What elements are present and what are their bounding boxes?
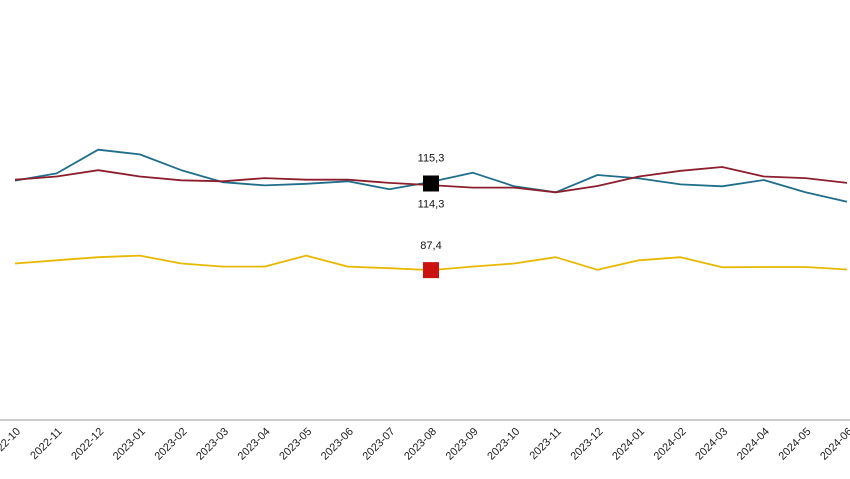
x-tick-label: 2024-04 <box>735 426 772 463</box>
x-tick-label: 2022-11 <box>28 426 64 462</box>
x-tick-label: 2023-08 <box>402 426 439 463</box>
x-tick-label: 2023-05 <box>277 426 314 463</box>
data-label-3: 87,4 <box>420 240 441 252</box>
point-marker-2 <box>423 262 439 279</box>
x-tick-label: 2023-06 <box>319 426 356 463</box>
point-markers <box>423 175 439 279</box>
data-labels: 115,3 114,3 87,4 <box>418 152 445 252</box>
x-tick-label: 2023-11 <box>527 426 563 462</box>
x-tick-label: 2024-03 <box>693 426 730 463</box>
x-tick-label: 2022-10 <box>0 426 23 463</box>
data-label-1: 115,3 <box>418 152 445 164</box>
x-tick-label: 2022-12 <box>69 426 106 463</box>
x-tick-label: 2023-03 <box>194 426 231 463</box>
x-tick-label: 2023-10 <box>485 426 522 463</box>
x-tick-label: 2024-01 <box>610 426 647 463</box>
x-tick-label: 2024-02 <box>652 426 689 463</box>
x-tick-label: 2023-12 <box>568 426 605 463</box>
data-label-2: 114,3 <box>418 198 445 210</box>
point-marker-1 <box>423 175 439 192</box>
x-tick-label: 2023-04 <box>236 426 273 463</box>
x-tick-label: 2023-02 <box>152 426 189 463</box>
x-tick-label: 2024-05 <box>776 426 813 463</box>
x-tick-label: 2023-01 <box>111 426 148 463</box>
x-tick-label: 2024-06 <box>818 426 850 463</box>
x-tick-label: 2023-09 <box>444 426 481 463</box>
x-tick-label: 2023-07 <box>360 426 397 463</box>
x-axis-tick-labels: 2022-10 2022-11 2022-12 2023-01 2023-02 2023-… <box>0 426 850 463</box>
